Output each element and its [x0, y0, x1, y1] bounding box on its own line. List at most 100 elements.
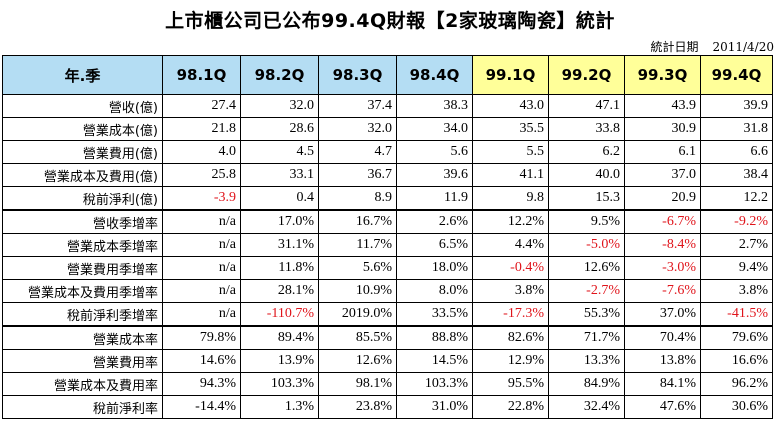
- table-cell: 3.8%: [472, 279, 549, 303]
- table-row: 營業費用(億) 4.0 4.5 4.7 5.6 5.5 6.2 6.1 6.6: [2, 140, 773, 164]
- table-cell: 5.5: [472, 140, 549, 164]
- corner-header: 年.季: [2, 55, 163, 95]
- table-cell: 12.6%: [318, 349, 397, 373]
- table-cell: 2019.0%: [318, 302, 397, 327]
- table-cell: 17.0%: [240, 209, 319, 234]
- table-cell: 82.6%: [472, 325, 549, 350]
- stat-date: 統計日期 2011/4/20: [650, 38, 774, 55]
- table-cell: 9.4%: [700, 256, 773, 280]
- table-row: 營業成本率 79.8% 89.4% 85.5% 88.8% 82.6% 71.7% 70.4%…: [2, 325, 773, 350]
- table-cell: 37.0%: [624, 302, 701, 327]
- table-cell: 38.4: [700, 163, 773, 187]
- table-cell: 11.9: [396, 186, 473, 211]
- row-label: 稅前淨利季增率: [2, 302, 163, 327]
- table-cell: -8.4%: [624, 233, 701, 257]
- table-cell: 38.3: [396, 94, 473, 118]
- table-cell: n/a: [162, 209, 241, 234]
- table-cell: 30.6%: [700, 395, 773, 419]
- row-label: 營收季增率: [2, 209, 163, 234]
- table-row: 營收(億) 27.4 32.0 37.4 38.3 43.0 47.1 43.9 39.9: [2, 94, 773, 118]
- table-cell: 37.4: [318, 94, 397, 118]
- table-cell: -7.6%: [624, 279, 701, 303]
- table-cell: 27.4: [162, 94, 241, 118]
- table-cell: 37.0: [624, 163, 701, 187]
- table-cell: 4.0: [162, 140, 241, 164]
- row-label: 營業費用率: [2, 349, 163, 373]
- table-cell: -3.9: [162, 186, 241, 211]
- table-cell: 31.8: [700, 117, 773, 141]
- table-cell: 85.5%: [318, 325, 397, 350]
- table-cell: 5.6%: [318, 256, 397, 280]
- table-cell: 25.8: [162, 163, 241, 187]
- row-label: 營收(億): [2, 94, 163, 118]
- table-cell: -5.0%: [548, 233, 625, 257]
- header-row: 年.季 98.1Q 98.2Q 98.3Q 98.4Q 99.1Q 99.2Q 99.3Q 9…: [2, 55, 773, 95]
- table-cell: 15.3: [548, 186, 625, 211]
- stat-date-label: 統計日期: [650, 40, 699, 54]
- table-cell: 39.9: [700, 94, 773, 118]
- table-cell: 2.7%: [700, 233, 773, 257]
- table-cell: 84.1%: [624, 372, 701, 396]
- table-cell: 103.3%: [396, 372, 473, 396]
- table-cell: 84.9%: [548, 372, 625, 396]
- table-cell: 18.0%: [396, 256, 473, 280]
- table-row: 營業成本及費用季增率 n/a 28.1% 10.9% 8.0% 3.8% -2.7% -7.6…: [2, 279, 773, 303]
- table-cell: n/a: [162, 279, 241, 303]
- table-cell: n/a: [162, 233, 241, 257]
- table-row: 稅前淨利季增率 n/a -110.7% 2019.0% 33.5% -17.3% 55.3%…: [2, 302, 773, 327]
- column-header-99.2Q: 99.2Q: [548, 55, 625, 95]
- table-cell: 12.2%: [472, 209, 549, 234]
- table-cell: n/a: [162, 302, 241, 327]
- table-cell: 103.3%: [240, 372, 319, 396]
- column-header-98.2Q: 98.2Q: [240, 55, 319, 95]
- financial-table: 年.季 98.1Q 98.2Q 98.3Q 98.4Q 99.1Q 99.2Q 99.3Q 9…: [2, 55, 773, 419]
- row-label: 營業成本及費用季增率: [2, 279, 163, 303]
- column-header-99.1Q: 99.1Q: [472, 55, 549, 95]
- row-label: 稅前淨利率: [2, 395, 163, 419]
- table-cell: 41.1: [472, 163, 549, 187]
- table-cell: -9.2%: [700, 209, 773, 234]
- table-cell: 8.0%: [396, 279, 473, 303]
- table-cell: 3.8%: [700, 279, 773, 303]
- table-row: 營業成本及費用率 94.3% 103.3% 98.1% 103.3% 95.5% 84.9%…: [2, 372, 773, 396]
- table-row: 營業費用季增率 n/a 11.8% 5.6% 18.0% -0.4% 12.6% -3.0% 9…: [2, 256, 773, 280]
- table-cell: 4.4%: [472, 233, 549, 257]
- table-cell: 28.6: [240, 117, 319, 141]
- table-cell: 39.6: [396, 163, 473, 187]
- column-header-98.1Q: 98.1Q: [162, 55, 241, 95]
- table-cell: 98.1%: [318, 372, 397, 396]
- table-cell: 89.4%: [240, 325, 319, 350]
- row-label: 營業成本(億): [2, 117, 163, 141]
- table-cell: 33.5%: [396, 302, 473, 327]
- column-header-99.4Q: 99.4Q: [700, 55, 773, 95]
- table-cell: 22.8%: [472, 395, 549, 419]
- table-cell: 12.6%: [548, 256, 625, 280]
- table-cell: 12.9%: [472, 349, 549, 373]
- table-cell: 43.0: [472, 94, 549, 118]
- table-cell: 32.0: [318, 117, 397, 141]
- row-label: 營業費用季增率: [2, 256, 163, 280]
- table-cell: 88.8%: [396, 325, 473, 350]
- table-row: 營業費用率 14.6% 13.9% 12.6% 14.5% 12.9% 13.3% 13.8%…: [2, 349, 773, 373]
- table-cell: 33.8: [548, 117, 625, 141]
- table-cell: 30.9: [624, 117, 701, 141]
- table-cell: 4.5: [240, 140, 319, 164]
- table-cell: 23.8%: [318, 395, 397, 419]
- table-cell: -3.0%: [624, 256, 701, 280]
- table-cell: 10.9%: [318, 279, 397, 303]
- table-cell: -2.7%: [548, 279, 625, 303]
- table-cell: 13.3%: [548, 349, 625, 373]
- table-cell: 47.1: [548, 94, 625, 118]
- table-cell: 71.7%: [548, 325, 625, 350]
- table-cell: -110.7%: [240, 302, 319, 327]
- row-label: 稅前淨利(億): [2, 186, 163, 211]
- table-cell: -17.3%: [472, 302, 549, 327]
- table-cell: n/a: [162, 256, 241, 280]
- table-cell: 40.0: [548, 163, 625, 187]
- table-cell: 33.1: [240, 163, 319, 187]
- table-cell: 79.6%: [700, 325, 773, 350]
- column-header-98.4Q: 98.4Q: [396, 55, 473, 95]
- table-cell: 1.3%: [240, 395, 319, 419]
- table-cell: 14.6%: [162, 349, 241, 373]
- table-cell: 6.1: [624, 140, 701, 164]
